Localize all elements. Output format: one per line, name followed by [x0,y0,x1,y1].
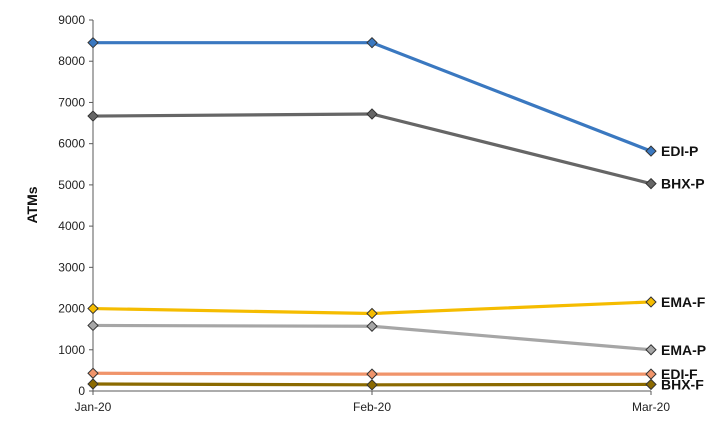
data-point-edi-p-1 [366,36,378,49]
data-point-bhx-p-2 [645,177,657,190]
data-point-edi-p-0 [87,36,99,49]
data-point-bhx-p-1 [366,108,378,120]
data-point-ema-f-2 [645,296,657,308]
data-point-bhx-f-2 [645,378,657,391]
data-point-ema-p-0 [87,319,99,332]
data-point-bhx-p-0 [87,110,99,122]
y-tick-label: 5000 [58,178,85,192]
y-tick-label: 4000 [58,219,85,233]
series-line-bhx-p [92,112,652,186]
x-tick-label: Feb-20 [353,400,391,414]
data-point-edi-p-2 [645,145,657,157]
data-point-edi-f-2 [645,368,657,380]
data-point-ema-f-0 [87,302,99,315]
series-lines [92,41,652,387]
y-axis-title: ATMs [24,186,40,223]
y-tick-label: 9000 [58,13,85,27]
y-tick-label: 1000 [58,343,85,357]
y-tick-label: 8000 [58,54,85,68]
data-point-ema-p-2 [645,344,657,356]
data-point-bhx-f-1 [366,379,378,391]
y-tick-label: 6000 [58,137,85,151]
y-tick-label: 7000 [58,95,85,109]
series-label-edi-f: EDI-F [661,366,698,382]
y-tick-labels: 0 1000 2000 3000 4000 5000 6000 7000 8000 9000 [58,13,93,398]
series-label-bhx-f: BHX-F [661,376,704,392]
y-tick-label: 3000 [58,260,85,274]
data-point-bhx-f-0 [87,378,99,390]
x-tick-label: Mar-20 [632,400,670,414]
y-tick-label: 2000 [58,302,85,316]
series-line-edi-p [93,41,652,153]
y-tick-label: 0 [78,384,85,398]
data-point-ema-f-1 [366,307,378,320]
series-label-edi-p: EDI-P [661,143,698,159]
series-label-bhx-p: BHX-P [661,176,705,192]
data-point-ema-p-1 [366,320,378,332]
series-label-ema-f: EMA-F [661,294,706,310]
plot-area [92,20,651,392]
series-label-ema-p: EMA-P [661,342,706,358]
series-markers [87,36,657,391]
x-tick-labels: Jan-20 Feb-20 Mar-20 [75,391,670,414]
data-point-edi-f-0 [87,367,99,379]
data-point-edi-f-1 [366,368,378,380]
x-tick-label: Jan-20 [75,400,112,414]
